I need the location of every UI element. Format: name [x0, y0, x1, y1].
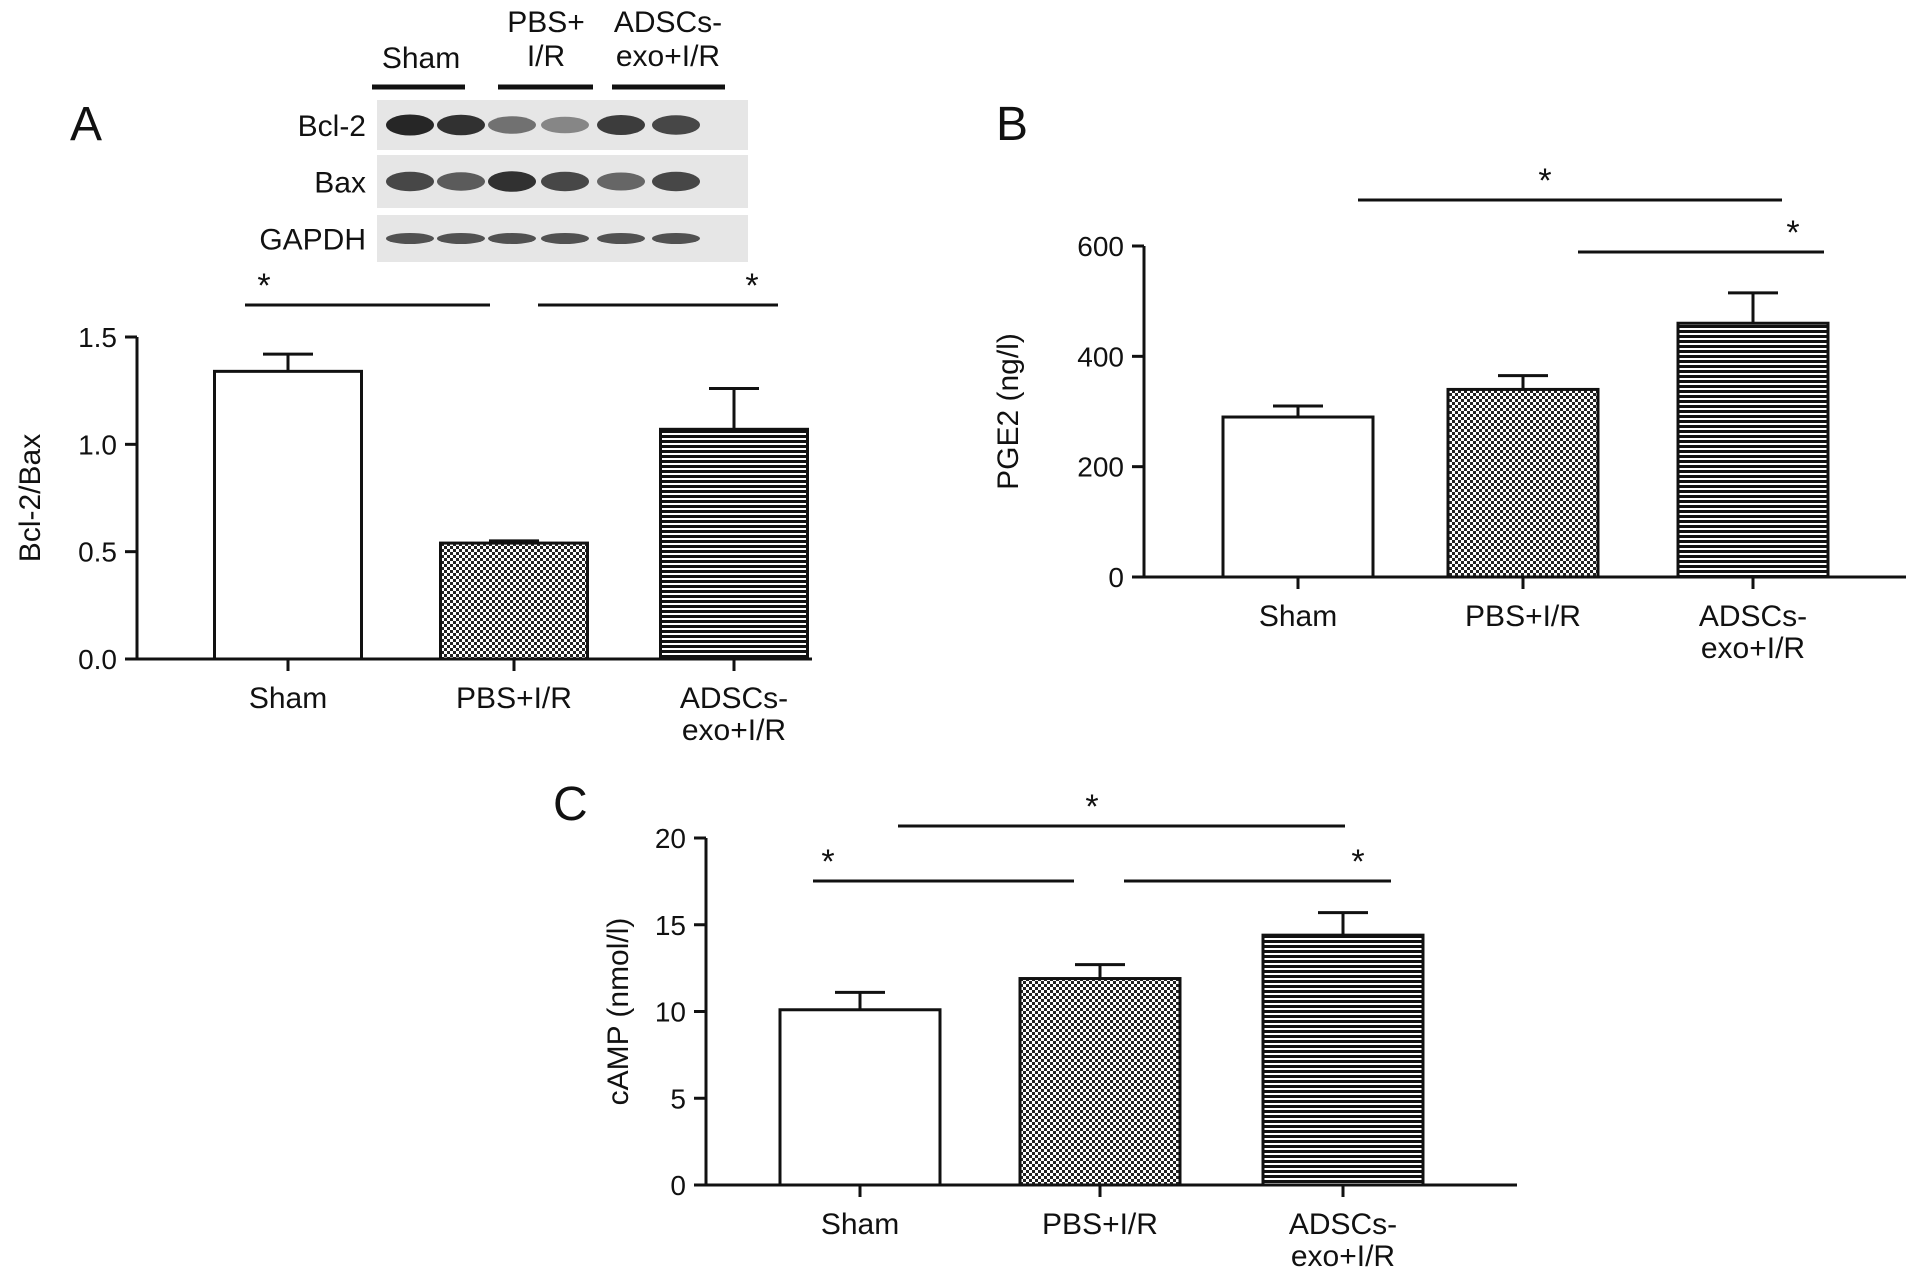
bar-a-2 [659, 427, 809, 661]
y-tick-label-b: 200 [1077, 452, 1124, 483]
panel-letter-b: B [996, 98, 1028, 151]
category-label-b: exo+I/R [1701, 632, 1805, 665]
category-label-b: ADSCs- [1699, 600, 1807, 633]
bar-b-0 [1221, 415, 1375, 579]
chart-panel-a: 0.0 0.5 1.0 1.5 Bcl-2/Bax Sham PBS+I/R ADSCs-ex… [14, 267, 812, 747]
y-axis-label-c: cAMP (nmol/l) [602, 918, 635, 1106]
blot-band [652, 171, 700, 192]
y-tick-label-b: 400 [1077, 341, 1124, 372]
category-label-a: exo+I/R [682, 714, 786, 747]
blot-band [597, 115, 645, 135]
bar-a-0 [213, 369, 363, 661]
category-label-c: Sham [821, 1208, 899, 1241]
significance-star-c: * [1085, 788, 1098, 826]
bar-a-1 [439, 541, 589, 661]
significance-star-c: * [1351, 843, 1364, 881]
blot-band [437, 233, 485, 244]
blot-band [597, 172, 645, 191]
y-tick-label-a: 0.5 [78, 537, 117, 568]
significance-star-a: * [257, 267, 270, 305]
blot-band [652, 233, 700, 244]
blot-band [386, 171, 434, 192]
significance-star-c: * [821, 843, 834, 881]
category-label-c: ADSCs- [1289, 1208, 1397, 1241]
blot-band [488, 116, 536, 134]
category-label-a: ADSCs- [680, 682, 788, 715]
bar-c-0 [778, 1008, 942, 1187]
blot-group-label: Sham [382, 42, 460, 75]
blot-row-label: GAPDH [259, 224, 366, 257]
blot-band [386, 114, 434, 136]
category-label-a: PBS+I/R [456, 682, 572, 715]
bar-c-2 [1261, 933, 1425, 1187]
category-label-b: Sham [1259, 600, 1337, 633]
y-tick-label-a: 1.0 [78, 429, 117, 460]
y-axis-label-a: Bcl-2/Bax [14, 434, 47, 562]
blot-band [652, 115, 700, 135]
bar-c-1 [1018, 977, 1182, 1187]
blot-row-label: Bax [314, 167, 366, 200]
y-tick-label-c: 20 [655, 823, 686, 854]
western-blot: Sham PBS+I/R ADSCs-exo+I/R Bcl-2 Bax GAPDH [259, 6, 748, 262]
blot-group-label: PBS+ [507, 6, 585, 39]
category-label-c: exo+I/R [1291, 1240, 1395, 1273]
y-tick-label-a: 0.0 [78, 644, 117, 675]
blot-band [386, 233, 434, 244]
category-label-a: Sham [249, 682, 327, 715]
bar-b-2 [1676, 321, 1830, 579]
blot-band [597, 233, 645, 244]
blot-band [488, 233, 536, 244]
chart-panel-b: 0 200 400 600 PGE2 (ng/l) Sham PBS+I/R ADSCs-ex… [992, 162, 1906, 665]
blot-band [488, 171, 536, 192]
significance-star-b: * [1538, 162, 1551, 200]
blot-band [437, 172, 485, 191]
blot-band [541, 171, 589, 192]
panel-letter-a: A [70, 98, 102, 151]
blot-band [437, 114, 485, 136]
y-tick-label-b: 600 [1077, 231, 1124, 262]
significance-star-b: * [1786, 214, 1799, 252]
bar-b-1 [1446, 387, 1600, 579]
blot-group-label: ADSCs- [614, 6, 722, 39]
y-tick-label-b: 0 [1108, 562, 1124, 593]
panel-letter-c: C [553, 778, 588, 831]
blot-band [541, 233, 589, 244]
blot-group-label: exo+I/R [616, 40, 720, 73]
y-axis-label-b: PGE2 (ng/l) [992, 333, 1025, 490]
category-label-b: PBS+I/R [1465, 600, 1581, 633]
y-tick-label-c: 5 [670, 1083, 686, 1114]
y-tick-label-c: 15 [655, 910, 686, 941]
y-tick-label-c: 10 [655, 997, 686, 1028]
blot-group-label: I/R [527, 40, 565, 73]
blot-band [541, 116, 589, 134]
blot-row-label: Bcl-2 [298, 110, 366, 143]
y-tick-label-c: 0 [670, 1170, 686, 1201]
significance-star-a: * [745, 267, 758, 305]
chart-panel-c: 0 5 10 15 20 cAMP (nmol/l) Sham PBS+I/R ADSCs-ex… [602, 788, 1517, 1273]
y-tick-label-a: 1.5 [78, 322, 117, 353]
category-label-c: PBS+I/R [1042, 1208, 1158, 1241]
